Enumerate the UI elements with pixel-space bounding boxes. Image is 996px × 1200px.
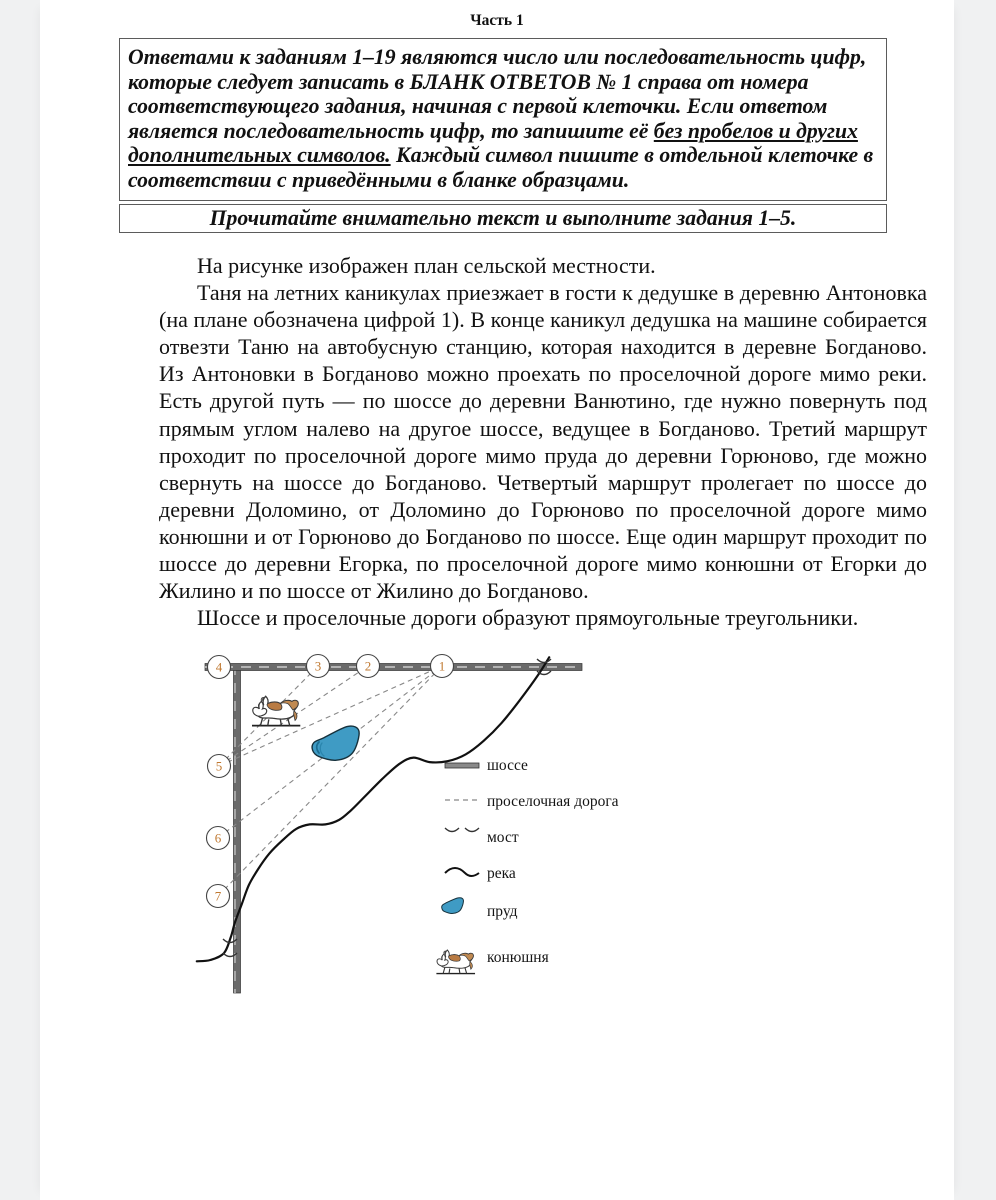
svg-text:2: 2 xyxy=(365,659,372,674)
svg-text:4: 4 xyxy=(216,660,223,675)
svg-text:конюшня: конюшня xyxy=(487,949,549,966)
svg-text:3: 3 xyxy=(315,659,322,674)
svg-text:пруд: пруд xyxy=(487,903,518,920)
svg-text:шоссе: шоссе xyxy=(487,757,528,774)
svg-text:6: 6 xyxy=(215,831,222,846)
svg-text:река: река xyxy=(487,865,516,882)
svg-text:1: 1 xyxy=(439,659,446,674)
svg-text:7: 7 xyxy=(215,889,222,904)
svg-text:проселочная дорога: проселочная дорога xyxy=(487,793,619,810)
svg-text:5: 5 xyxy=(216,759,223,774)
svg-text:мост: мост xyxy=(487,829,519,846)
